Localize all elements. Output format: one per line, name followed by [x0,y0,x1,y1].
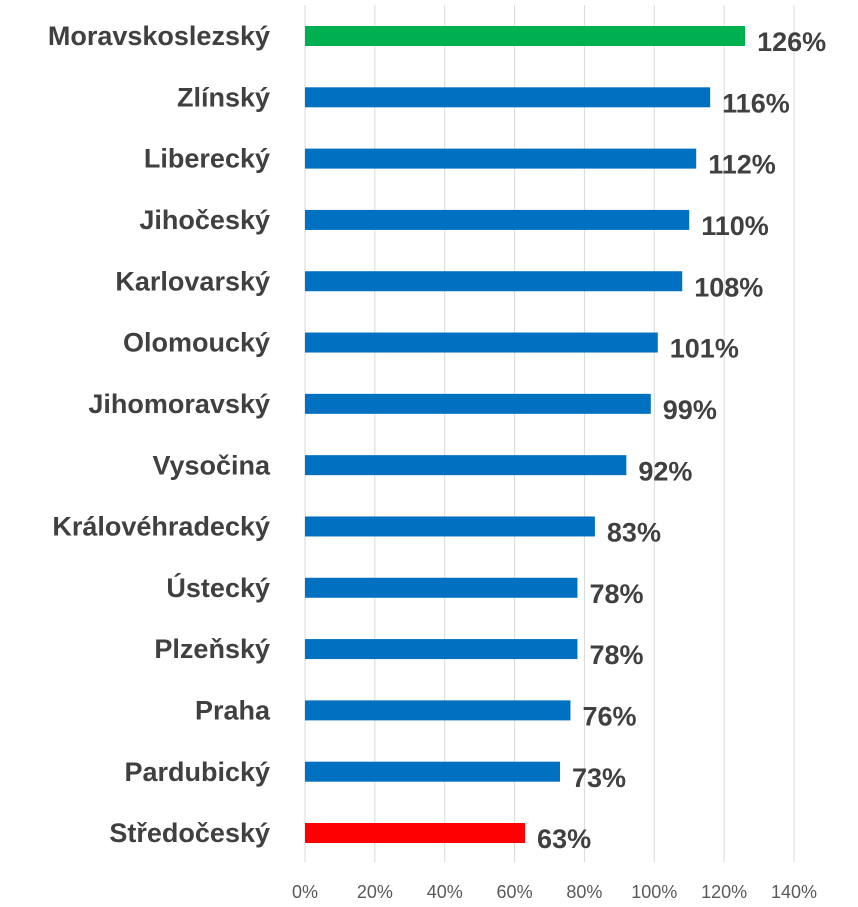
bar [305,148,697,169]
category-label: Ústecký [166,572,270,603]
x-tick-label: 60% [497,882,533,902]
category-label: Olomoucký [123,328,270,358]
category-label: Praha [195,696,271,726]
bar [305,209,690,230]
x-tick-label: 80% [566,882,602,902]
value-label: 76% [582,702,636,732]
value-label: 126% [757,27,826,57]
category-label: Středočeský [109,818,270,848]
value-label: 78% [589,640,643,670]
category-label: Královéhradecký [52,512,270,542]
category-label: Moravskoslezský [48,21,270,51]
bar [305,700,571,721]
category-label: Liberecký [144,144,270,174]
value-label: 108% [694,272,763,302]
category-label: Jihomoravský [88,389,270,419]
value-label: 99% [663,395,717,425]
bar [305,577,578,598]
x-tick-label: 100% [631,882,677,902]
category-label: Plzeňský [154,634,270,664]
value-label: 110% [701,211,769,241]
value-label: 101% [670,334,739,364]
category-label: Jihočeský [139,205,270,235]
bar [305,516,595,537]
bar [305,332,658,353]
value-label: 63% [537,824,591,854]
value-label: 73% [572,763,626,793]
x-tick-label: 120% [701,882,747,902]
x-tick-label: 140% [771,882,817,902]
x-tick-label: 40% [427,882,463,902]
category-label: Vysočina [152,450,271,480]
x-tick-label: 0% [292,882,318,902]
bar [305,271,683,292]
value-label: 78% [589,579,643,609]
bar [305,87,711,108]
bar [305,761,560,782]
value-label: 83% [607,518,661,548]
category-label: Karlovarský [115,266,270,296]
value-label: 112% [708,150,776,180]
x-tick-label: 20% [357,882,393,902]
bar [305,823,526,843]
bar [305,26,746,46]
category-label: Pardubický [124,757,270,787]
category-label: Zlínský [177,82,270,112]
value-label: 116% [722,88,790,118]
bar [305,455,627,476]
value-label: 92% [638,456,692,486]
bar [305,393,651,414]
bar [305,639,578,660]
